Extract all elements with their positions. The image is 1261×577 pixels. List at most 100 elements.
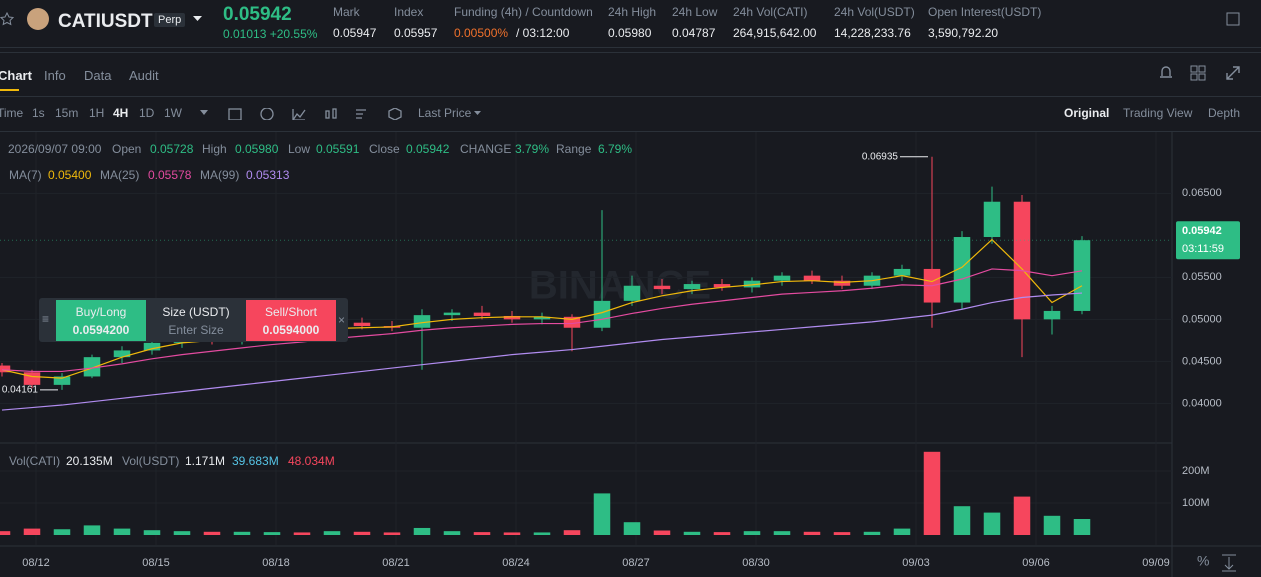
interval[interactable]: 1D xyxy=(139,106,155,120)
legend-label: Close xyxy=(369,142,400,156)
size-label: Size (USDT) xyxy=(162,305,230,319)
volume-bar xyxy=(413,527,431,535)
vol-label: Vol(CATI) xyxy=(9,454,61,468)
candle-body xyxy=(503,315,521,320)
volume-bar xyxy=(773,531,791,535)
y-tick-label: 0.04000 xyxy=(1182,397,1222,409)
x-tick-label: 08/24 xyxy=(502,557,530,569)
interval[interactable]: Time xyxy=(0,106,24,120)
volume-bar xyxy=(923,451,941,535)
ma-value: 0.05578 xyxy=(148,168,192,182)
interval[interactable]: 4H xyxy=(113,106,129,120)
sell-button[interactable]: Sell/Short 0.0594000 xyxy=(246,300,336,341)
sell-label: Sell/Short xyxy=(264,305,318,319)
volume-bar xyxy=(383,532,401,535)
stat-value: 0.04787 xyxy=(672,26,716,40)
candle-body xyxy=(833,280,851,286)
stat-value: 0.00500% xyxy=(454,26,509,40)
symbol[interactable]: CATIUSDT xyxy=(58,11,153,32)
price-badge xyxy=(1176,221,1240,260)
alert-icon[interactable] xyxy=(1157,64,1247,85)
interval[interactable]: 1s xyxy=(32,106,45,120)
price-change: 0.01013 +20.55% xyxy=(223,27,318,41)
ma-line xyxy=(1,292,1083,411)
legend-value: 6.79% xyxy=(598,142,633,156)
ma-line xyxy=(1,268,1083,373)
buy-label: Buy/Long xyxy=(75,305,127,319)
legend-label: High xyxy=(202,142,227,156)
y-tick-label: 0.04500 xyxy=(1182,355,1222,367)
interval[interactable]: 1H xyxy=(89,106,105,120)
candle-body xyxy=(473,312,491,316)
tab[interactable]: Info xyxy=(44,68,66,83)
volume-bar xyxy=(473,532,491,535)
divider xyxy=(0,131,1261,132)
buy-button[interactable]: Buy/Long 0.0594200 xyxy=(56,300,146,341)
dropdown-icon[interactable] xyxy=(192,15,204,23)
candle-body xyxy=(953,237,971,303)
volume-bar xyxy=(563,530,581,535)
volume-bar xyxy=(833,532,851,535)
candle-body xyxy=(1073,240,1091,311)
stat-label: Funding (4h) / Countdown xyxy=(454,5,593,19)
stat-value: 0.05980 xyxy=(608,26,652,40)
candle-body xyxy=(83,357,101,377)
stat-label: 24h High xyxy=(608,5,657,19)
size-input[interactable]: Size (USDT) Enter Size xyxy=(146,300,246,341)
candle-body xyxy=(683,284,701,290)
x-tick-label: 08/12 xyxy=(22,557,50,569)
candle-body xyxy=(563,316,581,328)
stat-label: Index xyxy=(394,5,424,19)
auto-scale-icon[interactable] xyxy=(1222,554,1236,572)
toolbar-icons[interactable] xyxy=(196,108,411,120)
interval[interactable]: 1W xyxy=(164,106,182,120)
volume-bar xyxy=(533,532,551,535)
tab[interactable]: Chart xyxy=(0,68,32,83)
candle-body xyxy=(23,372,41,385)
tab[interactable]: Audit xyxy=(129,68,159,83)
candle-body xyxy=(1013,201,1031,320)
price-badge-price: 0.05942 xyxy=(1182,225,1222,237)
volume-bar xyxy=(1073,519,1091,535)
volume-bar xyxy=(683,531,701,535)
volume-bar xyxy=(713,532,731,535)
chart-view[interactable]: Depth xyxy=(1208,106,1241,120)
volume-bar xyxy=(953,506,971,535)
candle-body xyxy=(413,315,431,328)
low-annotation: 0.04161 xyxy=(2,384,39,395)
stat-extra: / 03:12:00 xyxy=(516,26,570,40)
volume-bar xyxy=(353,531,371,535)
candle-body xyxy=(773,275,791,281)
volume-bar xyxy=(83,525,101,535)
candle-body xyxy=(443,312,461,316)
chart-view[interactable]: Original xyxy=(1064,106,1110,120)
price-type[interactable]: Last Price xyxy=(418,106,472,120)
volume-bar xyxy=(863,531,881,535)
drag-handle[interactable]: ≡ xyxy=(42,312,50,326)
candle-body xyxy=(353,322,371,327)
stat-label: 24h Vol(CATI) xyxy=(733,5,808,19)
divider xyxy=(0,52,1261,53)
settings-icon[interactable] xyxy=(1226,12,1240,29)
close-button[interactable]: × xyxy=(338,313,346,327)
volume-bar xyxy=(323,531,341,535)
interval[interactable]: 15m xyxy=(55,106,79,120)
price-type-caret xyxy=(474,111,481,115)
volume-bar xyxy=(113,528,131,535)
favorite-icon[interactable] xyxy=(0,10,16,28)
vol-label: Vol(USDT) xyxy=(122,454,180,468)
tab[interactable]: Data xyxy=(84,68,112,83)
legend-value: 0.05728 xyxy=(150,142,194,156)
legend-value: 0.05591 xyxy=(316,142,360,156)
vol-value: 1.171M xyxy=(185,454,226,468)
y-tick-label: 200M xyxy=(1182,465,1210,477)
stat-label: Mark xyxy=(333,5,360,19)
candle-body xyxy=(623,285,641,301)
vol-value: 20.135M xyxy=(66,454,113,468)
legend-value: 0.05942 xyxy=(406,142,450,156)
legend-value: 3.79% xyxy=(515,142,550,156)
last-price: 0.05942 xyxy=(223,4,292,25)
chart-view[interactable]: Trading View xyxy=(1123,106,1193,120)
legend-label: CHANGE xyxy=(460,142,512,156)
percent-button[interactable]: % xyxy=(1197,553,1209,569)
